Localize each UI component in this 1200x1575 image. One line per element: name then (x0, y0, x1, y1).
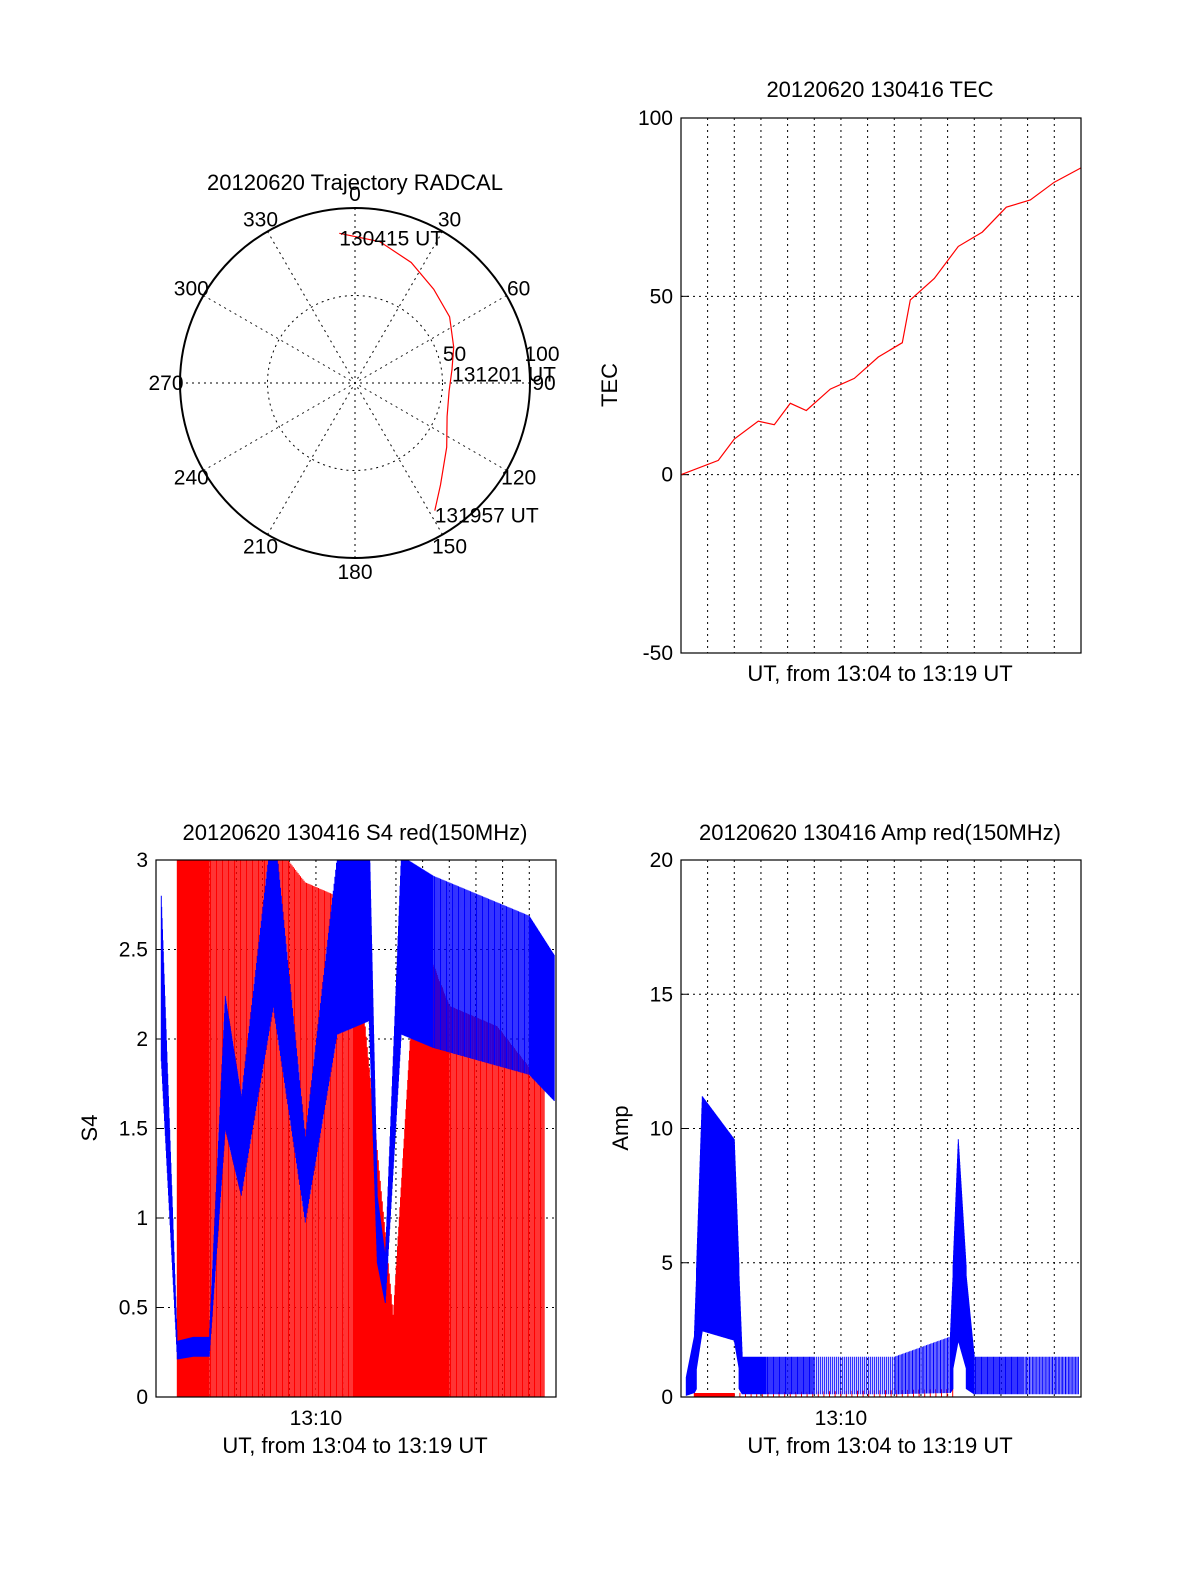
polar-angle-labels: 0 30 60 90 120 150 180 210 240 270 300 330 (148, 183, 555, 584)
polar-spoke (267, 231, 443, 535)
series-red-line (680, 167, 1082, 476)
series-blue-trace (685, 1096, 1079, 1396)
polar-angle-label: 150 (432, 536, 467, 559)
polar-mid-circle (267, 295, 443, 471)
tec-ylabel: TEC (597, 363, 622, 407)
tec-xlabel: UT, from 13:04 to 13:19 UT (747, 661, 1012, 686)
polar-angle-label: 120 (501, 467, 536, 490)
s4-panel: 20120620 130416 S4 red(150MHz) UT, from … (77, 820, 557, 1458)
amp-panel: 20120620 130416 Amp red(150MHz) UT, from… (608, 820, 1082, 1458)
y-tick-label: 0 (661, 1386, 673, 1409)
y-tick-label: 15 (650, 983, 673, 1006)
y-tick-label: 1 (136, 1207, 148, 1230)
tec-title: 20120620 130416 TEC (766, 77, 993, 102)
y-tick-label: 0 (661, 464, 673, 487)
amp-ylabel: Amp (608, 1105, 633, 1150)
polar-track (339, 232, 455, 511)
amp-plot-area: 0 5 10 15 20 13:10 (650, 849, 1082, 1430)
polar-angle-label: 240 (174, 467, 209, 490)
amp-title: 20120620 130416 Amp red(150MHz) (699, 820, 1061, 845)
s4-xlabel: UT, from 13:04 to 13:19 UT (222, 1433, 487, 1458)
polar-angle-label: 270 (148, 372, 183, 395)
polar-angle-label: 90 (532, 372, 555, 395)
s4-plot-area: 0 0.5 1 1.5 2 2.5 3 13:10 (119, 849, 557, 1430)
polar-angle-label: 210 (243, 536, 278, 559)
x-tick-label: 13:10 (815, 1407, 868, 1430)
y-tick-label: 10 (650, 1118, 673, 1141)
s4-title: 20120620 130416 S4 red(150MHz) (183, 820, 528, 845)
s4-ylabel: S4 (77, 1115, 102, 1142)
y-tick-label: 0 (136, 1386, 148, 1409)
polar-grid (179, 207, 531, 559)
polar-time-label: 131957 UT (435, 505, 539, 528)
polar-trajectory-panel: 20120620 Trajectory RADCAL 0 30 60 90 120 150… (148, 170, 559, 584)
polar-radial-labels: 50 100 (443, 343, 560, 366)
polar-time-label: 130415 UT (339, 227, 443, 250)
y-tick-label: 2 (136, 1028, 148, 1051)
x-tick-label: 13:10 (290, 1407, 343, 1430)
polar-title: 20120620 Trajectory RADCAL (207, 170, 503, 195)
polar-angle-label: 60 (507, 278, 530, 301)
polar-angle-label: 30 (438, 208, 461, 231)
y-tick-label: 2.5 (119, 939, 148, 962)
y-tick-label: 100 (638, 107, 673, 130)
plot-frame (680, 117, 1082, 654)
y-tick-label: -50 (643, 642, 673, 665)
y-tick-label: 3 (136, 849, 148, 872)
polar-angle-label: 330 (243, 208, 278, 231)
polar-radial-label: 50 (443, 343, 466, 366)
y-tick-label: 0.5 (119, 1297, 148, 1320)
polar-radial-label: 100 (524, 343, 559, 366)
series-blue-trace (160, 860, 555, 1360)
polar-angle-label: 300 (174, 278, 209, 301)
y-tick-label: 5 (661, 1252, 673, 1275)
polar-time-label: 131201 UT (452, 363, 556, 386)
polar-angle-label: 180 (337, 561, 372, 584)
polar-annotations: 130415 UT 131201 UT 131957 UT (339, 227, 556, 527)
tec-plot-area: -50 0 50 100 (638, 107, 1082, 665)
y-tick-label: 50 (650, 285, 673, 308)
y-tick-label: 1.5 (119, 1118, 148, 1141)
polar-trajectory-line (339, 232, 455, 511)
plot-frame (155, 859, 557, 1398)
polar-angle-label: 0 (349, 183, 361, 206)
amp-xlabel: UT, from 13:04 to 13:19 UT (747, 1433, 1012, 1458)
y-tick-label: 20 (650, 849, 673, 872)
plot-frame (680, 859, 1082, 1398)
tec-panel: 20120620 130416 TEC UT, from 13:04 to 13… (597, 77, 1082, 686)
